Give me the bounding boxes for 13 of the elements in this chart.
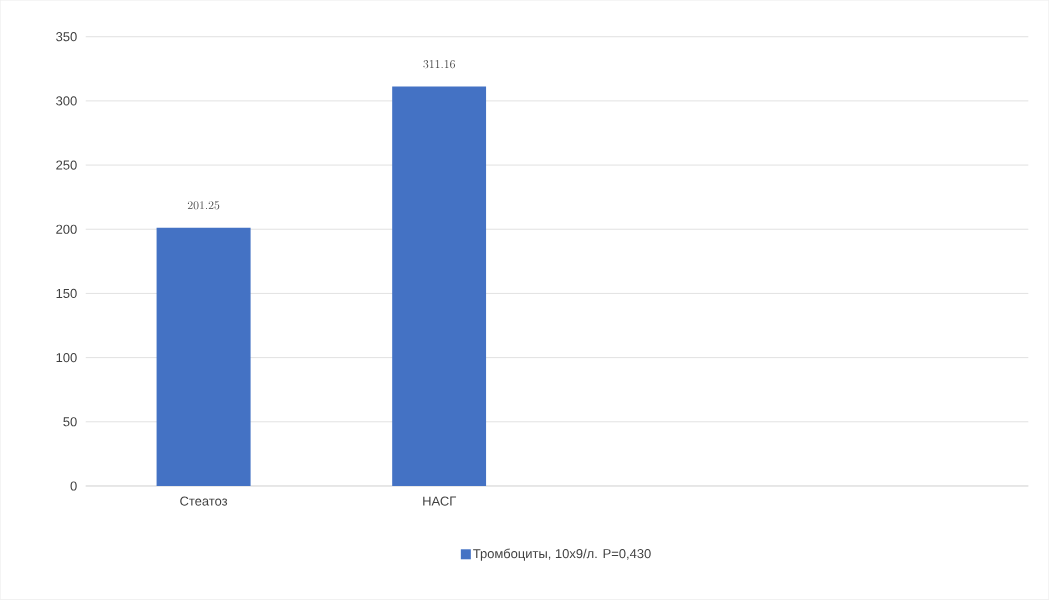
y-tick-label: 350 bbox=[56, 32, 77, 42]
y-tick-label: 200 bbox=[56, 224, 77, 234]
x-tick-label: НАСГ bbox=[423, 496, 457, 506]
x-tick-label: Стеатоз bbox=[180, 496, 228, 506]
y-tick-label: 300 bbox=[56, 96, 77, 106]
data-label: 201 .25 bbox=[187, 201, 220, 210]
y-tick-label: 0 bbox=[70, 481, 77, 491]
y-tick-label: 150 bbox=[56, 288, 77, 299]
y-tick-label: 100 bbox=[56, 353, 77, 363]
y-tick-label: 50 bbox=[63, 417, 77, 427]
legend-label: Тромбоциты, 10x9/л. P=0,430 bbox=[473, 548, 651, 561]
data-label: 311 . 16 bbox=[423, 60, 455, 69]
y-tick-label: 250 bbox=[56, 160, 77, 170]
